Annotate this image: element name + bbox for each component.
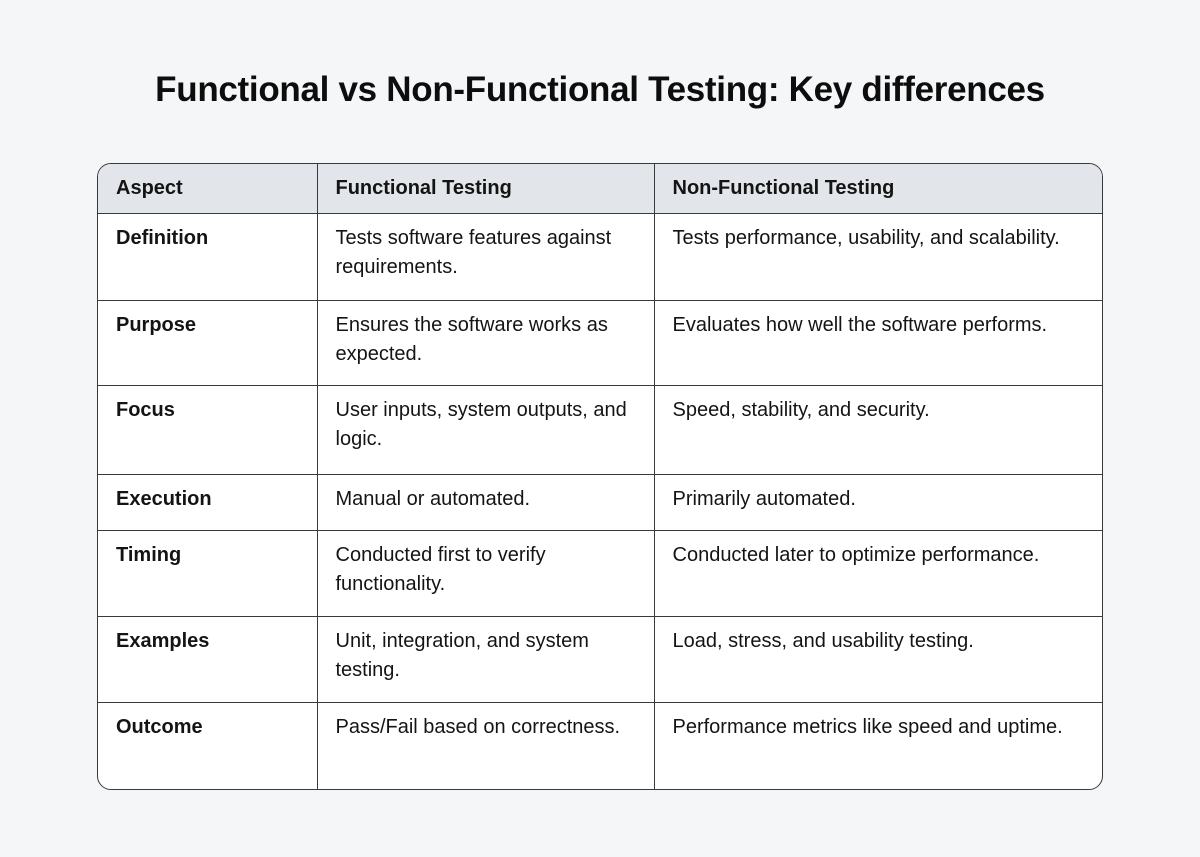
functional-cell: Manual or automated. xyxy=(317,474,655,531)
non-functional-cell: Speed, stability, and security. xyxy=(654,385,1102,475)
non-functional-cell: Load, stress, and usability testing. xyxy=(654,616,1102,703)
table-row: Examples Unit, integration, and system te… xyxy=(98,616,1102,703)
aspect-cell: Execution xyxy=(98,474,318,531)
functional-cell: Tests software features against requirem… xyxy=(317,213,655,301)
non-functional-cell: Performance metrics like speed and uptim… xyxy=(672,715,1063,738)
table-row: Definition Tests software features agains… xyxy=(98,213,1102,301)
table-row: Focus User inputs, system outputs, and lo… xyxy=(98,385,1102,475)
aspect-cell: Focus xyxy=(98,385,318,475)
table-row: Timing Conducted first to verify function… xyxy=(98,530,1102,617)
aspect-cell: Definition xyxy=(98,213,318,301)
functional-cell: User inputs, system outputs, and logic. xyxy=(317,385,655,475)
functional-cell: Conducted first to verify functionality. xyxy=(317,530,655,617)
table-row: Purpose Ensures the software works as exp… xyxy=(98,300,1102,386)
aspect-cell: Purpose xyxy=(98,300,318,386)
functional-cell: Unit, integration, and system testing. xyxy=(317,616,655,703)
functional-cell: Ensures the software works as expected. xyxy=(317,300,655,386)
comparison-table: Aspect Functional Testing Non-Functional… xyxy=(97,163,1103,790)
table-row: Outcome Pass/Fail based on correctness. Pe… xyxy=(98,702,1102,789)
non-functional-cell: Tests performance, usability, and scalab… xyxy=(654,213,1102,301)
aspect-cell: Timing xyxy=(98,530,318,617)
non-functional-cell: Evaluates how well the software performs… xyxy=(654,300,1102,386)
aspect-cell: Examples xyxy=(98,616,318,703)
page-title: Functional vs Non-Functional Testing: Ke… xyxy=(155,70,1045,109)
functional-cell: Pass/Fail based on correctness. xyxy=(317,702,655,789)
non-functional-cell: Conducted later to optimize performance. xyxy=(654,530,1102,617)
header-non-functional: Non-Functional Testing xyxy=(654,164,1102,214)
aspect-cell: Outcome xyxy=(98,702,318,789)
header-functional: Functional Testing xyxy=(317,164,655,214)
table-row: Execution Manual or automated. Primarily a… xyxy=(98,474,1102,531)
table-header-row: Aspect Functional Testing Non-Functional… xyxy=(98,164,1102,214)
header-aspect: Aspect xyxy=(98,164,318,214)
non-functional-cell: Primarily automated. xyxy=(654,474,1102,531)
